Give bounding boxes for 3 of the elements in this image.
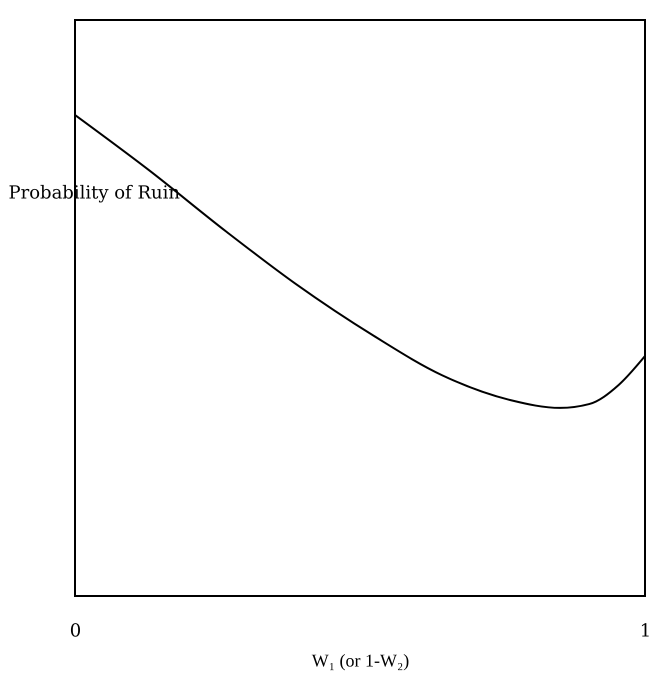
x-axis-title: W₁ (or 1-W₂): [312, 650, 410, 670]
x-tick-label: 0: [70, 620, 82, 642]
x-tick-label: 1: [640, 620, 652, 642]
